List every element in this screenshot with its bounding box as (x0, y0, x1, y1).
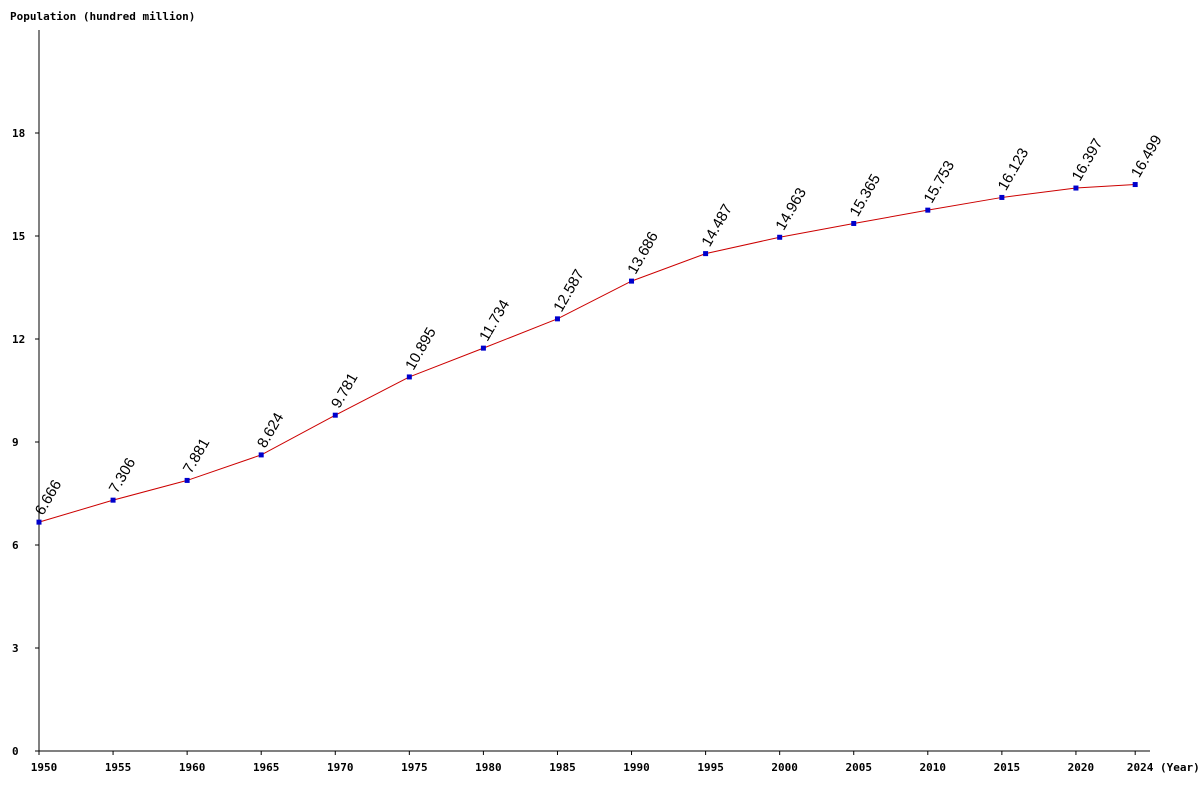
data-label: 12.587 (550, 267, 588, 315)
data-label: 16.123 (995, 145, 1033, 193)
point (999, 194, 1005, 200)
point (925, 207, 931, 213)
point (554, 316, 560, 322)
x-tick-label: 1955 (105, 761, 132, 774)
series-line (38, 184, 1136, 523)
x-axis-label: (Year) (1160, 761, 1200, 774)
point (480, 345, 486, 351)
x-tick-label: 1965 (253, 761, 280, 774)
data-label: 7.881 (180, 435, 213, 476)
point (1073, 185, 1079, 191)
y-tick-label: 15 (12, 230, 25, 243)
data-label: 10.895 (402, 325, 440, 373)
x-tick-label: 1950 (31, 761, 58, 774)
point (332, 412, 338, 418)
y-axis-label: Population (hundred million) (10, 10, 195, 23)
point (629, 278, 635, 284)
point (110, 497, 116, 503)
x-tick-label: 1980 (475, 761, 502, 774)
y-tick-label: 18 (12, 127, 25, 140)
point (36, 519, 42, 525)
point (777, 234, 783, 240)
y-tick-label: 12 (12, 333, 25, 346)
point (184, 477, 190, 483)
x-tick-label: 2000 (771, 761, 798, 774)
y-tick-label: 6 (12, 539, 19, 552)
x-tick-label: 1960 (179, 761, 206, 774)
x-tick-label: 2015 (994, 761, 1021, 774)
point (1132, 182, 1138, 188)
x-tick-label: 1995 (697, 761, 724, 774)
x-tick-label: 1990 (623, 761, 650, 774)
point (406, 374, 412, 380)
x-tick-label: 1975 (401, 761, 428, 774)
point (703, 251, 709, 257)
data-label: 16.397 (1069, 136, 1107, 184)
data-label: 16.499 (1128, 132, 1166, 180)
data-label: 15.365 (846, 171, 884, 219)
y-tick-label: 3 (12, 642, 19, 655)
data-label: 8.624 (254, 410, 287, 451)
data-label: 9.781 (328, 370, 361, 411)
y-tick-label: 9 (12, 436, 19, 449)
data-label: 15.753 (921, 158, 959, 206)
data-label: 14.963 (772, 185, 810, 233)
point (851, 220, 857, 226)
data-label: 11.734 (476, 297, 513, 344)
x-tick-label: 2005 (845, 761, 872, 774)
x-tick-label: 2020 (1068, 761, 1095, 774)
data-label: 14.487 (698, 201, 736, 249)
data-label: 13.686 (624, 229, 662, 277)
data-label: 6.666 (32, 477, 65, 518)
x-tick-label: 2024 (1127, 761, 1154, 774)
x-tick-label: 1985 (549, 761, 576, 774)
point (258, 452, 264, 458)
y-tick-label: 0 (12, 745, 19, 758)
x-tick-label: 2010 (920, 761, 947, 774)
x-tick-label: 1970 (327, 761, 354, 774)
data-label: 7.306 (106, 455, 139, 496)
